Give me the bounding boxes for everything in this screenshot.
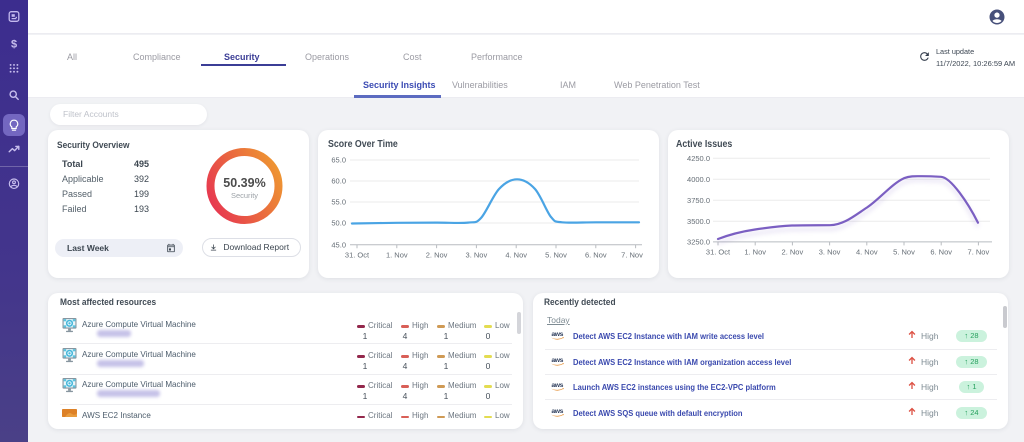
svg-text:4000.0: 4000.0: [687, 175, 710, 184]
svg-text:3. Nov: 3. Nov: [466, 251, 488, 260]
svg-text:55.0: 55.0: [331, 198, 346, 207]
svg-text:4. Nov: 4. Nov: [856, 248, 878, 257]
svg-text:7. Nov: 7. Nov: [968, 248, 990, 257]
svg-text:65.0: 65.0: [331, 156, 346, 165]
svg-text:5. Nov: 5. Nov: [545, 251, 567, 260]
svg-text:4250.0: 4250.0: [687, 154, 710, 163]
svg-text:50.0: 50.0: [331, 219, 346, 228]
svg-text:5. Nov: 5. Nov: [893, 248, 915, 257]
svg-text:2. Nov: 2. Nov: [782, 248, 804, 257]
svg-text:3500.0: 3500.0: [687, 217, 710, 226]
svg-text:1. Nov: 1. Nov: [386, 251, 408, 260]
svg-text:$: $: [11, 39, 17, 51]
svg-text:45.0: 45.0: [331, 241, 346, 250]
svg-text:2. Nov: 2. Nov: [426, 251, 448, 260]
svg-text:6. Nov: 6. Nov: [930, 248, 952, 257]
svg-text:31. Oct: 31. Oct: [706, 248, 731, 257]
svg-text:6. Nov: 6. Nov: [585, 251, 607, 260]
svg-text:60.0: 60.0: [331, 177, 346, 186]
svg-text:4. Nov: 4. Nov: [505, 251, 527, 260]
svg-text:3. Nov: 3. Nov: [819, 248, 841, 257]
svg-text:3250.0: 3250.0: [687, 238, 710, 247]
svg-text:1. Nov: 1. Nov: [744, 248, 766, 257]
svg-text:7. Nov: 7. Nov: [621, 251, 643, 260]
svg-text:31. Oct: 31. Oct: [345, 251, 370, 260]
svg-text:3750.0: 3750.0: [687, 196, 710, 205]
